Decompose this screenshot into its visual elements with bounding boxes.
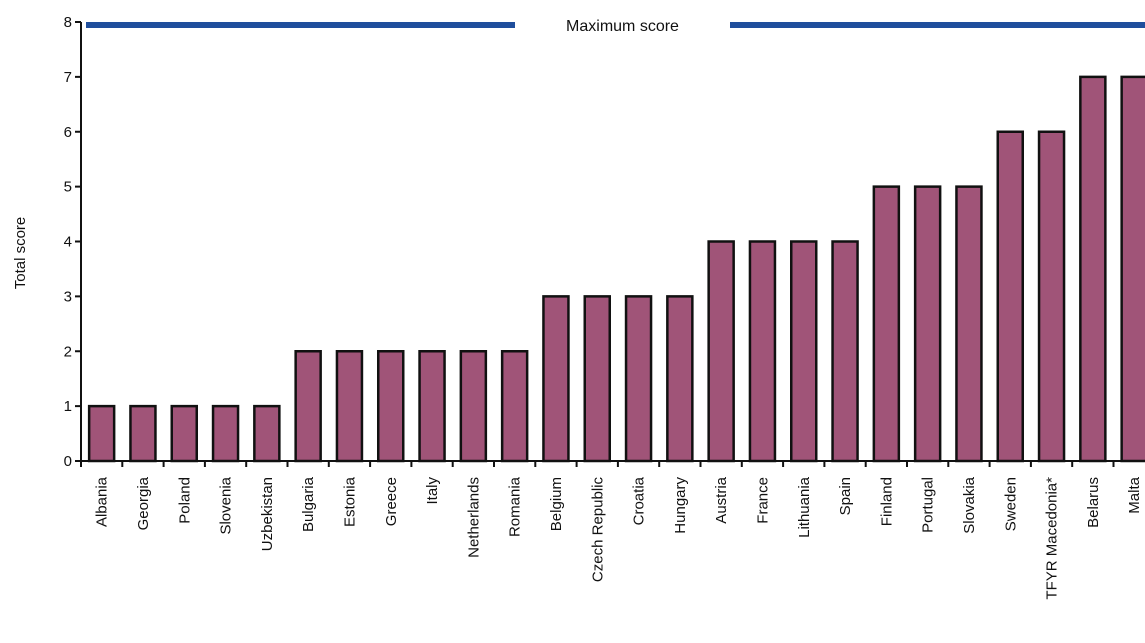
x-tick-label: Slovakia — [961, 476, 978, 533]
bar-finland — [872, 185, 901, 463]
bar-sweden — [996, 130, 1024, 463]
bar-slovakia — [955, 185, 983, 463]
bar-romania — [500, 350, 529, 463]
x-tick-label: Belgium — [548, 477, 565, 531]
bar-belarus — [1079, 75, 1107, 463]
x-tick-label: Estonia — [341, 476, 358, 527]
x-tick-label: Uzbekistan — [259, 477, 276, 551]
bar-hungary — [666, 295, 694, 463]
y-tick-label: 7 — [64, 69, 72, 86]
bar-lithuania — [790, 240, 818, 463]
y-axis-label: Total score — [12, 217, 29, 290]
bar-spain — [831, 240, 859, 463]
y-tick-label: 3 — [64, 288, 72, 305]
x-tick-label: Romania — [507, 476, 524, 537]
x-tick-label: Albania — [94, 476, 111, 527]
bar-czech-republic — [583, 295, 611, 463]
bar-netherlands — [459, 350, 488, 463]
bar-georgia — [129, 404, 157, 463]
x-tick-label: Italy — [424, 477, 441, 505]
x-tick-label: Georgia — [135, 476, 152, 530]
bar-croatia — [624, 295, 653, 463]
x-tick-label: Sweden — [1002, 477, 1019, 531]
x-tick-label: Netherlands — [465, 477, 482, 558]
bar-tfyr-macedonia — [1037, 130, 1066, 463]
bar-uzbekistan — [253, 404, 281, 463]
x-tick-label: Austria — [713, 476, 730, 523]
x-tick-label: Bulgaria — [300, 476, 317, 532]
x-tick-label: Croatia — [631, 476, 648, 525]
y-tick-label: 6 — [64, 124, 72, 141]
bar-greece — [377, 350, 405, 463]
x-tick-label: Finland — [878, 477, 895, 526]
bar-austria — [707, 240, 735, 463]
bar-italy — [418, 350, 446, 463]
bar-bulgaria — [294, 350, 322, 463]
y-axis: 0 1 2 3 4 5 6 7 8 — [64, 14, 82, 470]
bar-estonia — [335, 350, 364, 463]
bars — [87, 75, 1145, 463]
x-tick-label: TFYR Macedonia* — [1044, 477, 1061, 600]
bar-poland — [170, 404, 198, 463]
y-tick-label: 0 — [64, 453, 72, 470]
x-tick-label: Slovenia — [218, 476, 235, 534]
bar-belgium — [542, 295, 570, 463]
x-tick-label: Greece — [383, 477, 400, 526]
x-tick-label: France — [754, 477, 771, 524]
x-axis: Albania Georgia Poland Slovenia Uzbekistan Bu… — [80, 460, 1145, 600]
x-tick-label: Lithuania — [796, 476, 813, 538]
bar-slovenia — [211, 404, 240, 463]
x-tick-label: Belarus — [1085, 477, 1102, 528]
x-tick-label: Czech Republic — [589, 477, 606, 583]
bar-portugal — [913, 185, 942, 463]
bar-france — [748, 240, 777, 463]
maximum-score-label: Maximum score — [566, 18, 679, 35]
maximum-score-line: Maximum score — [86, 18, 1145, 35]
y-tick-label: 4 — [64, 234, 72, 251]
x-tick-label: Poland — [176, 477, 193, 524]
x-tick-label: Portugal — [920, 477, 937, 533]
y-tick-label: 1 — [64, 398, 72, 415]
x-tick-label: Spain — [837, 477, 854, 515]
x-tick-label: Hungary — [672, 477, 689, 534]
x-tick-label: Malta — [1126, 476, 1143, 513]
y-tick-label: 5 — [64, 179, 72, 196]
bar-malta — [1120, 75, 1145, 463]
y-tick-label: 2 — [64, 343, 72, 360]
bar-albania — [87, 404, 116, 463]
y-tick-label: 8 — [64, 14, 72, 31]
